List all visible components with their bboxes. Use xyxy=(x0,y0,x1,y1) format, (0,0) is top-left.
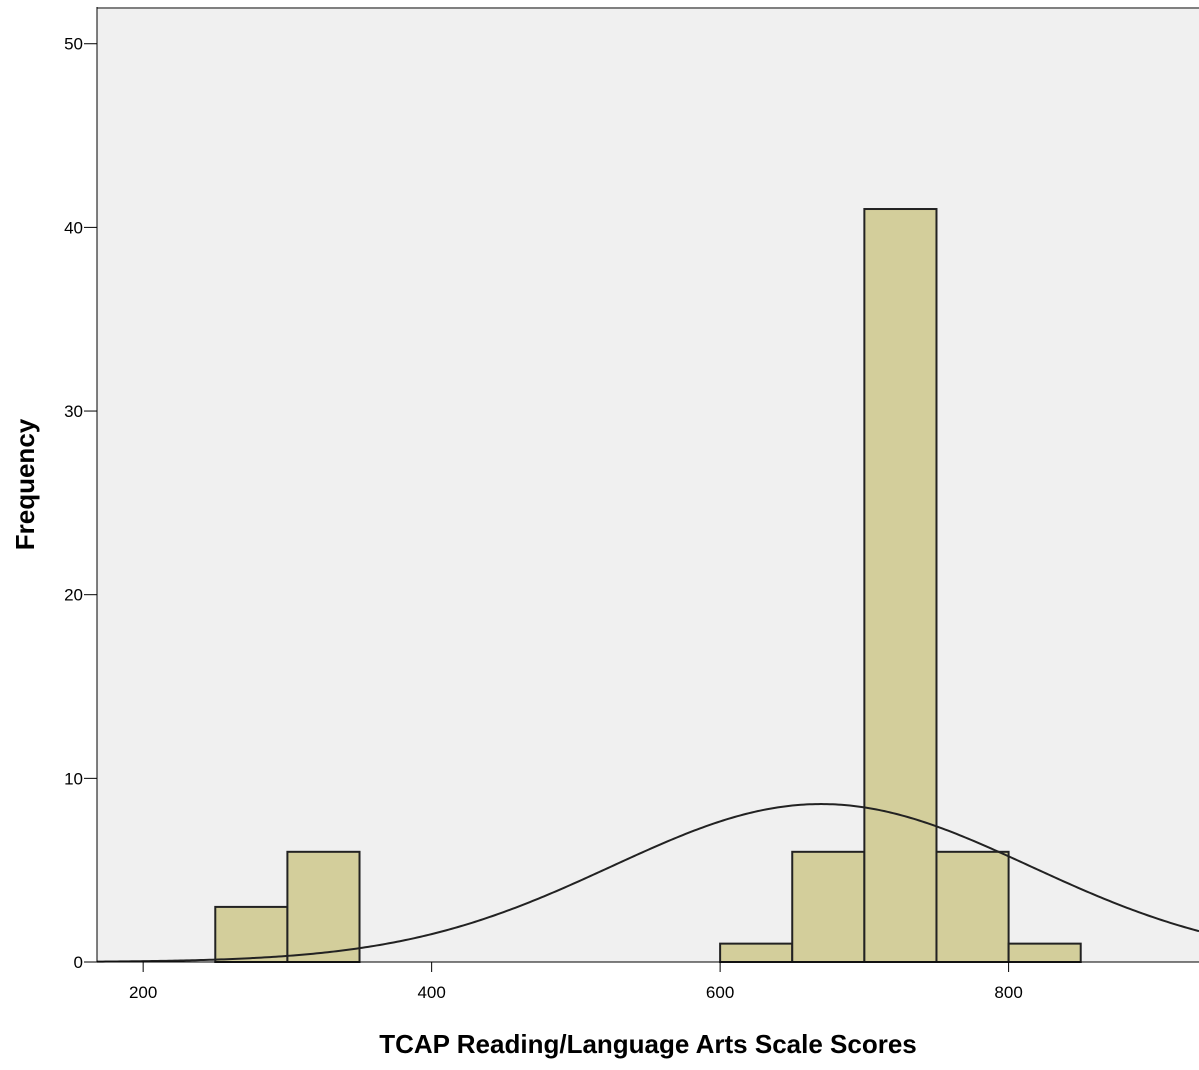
x-tick-label-800: 800 xyxy=(994,983,1022,1002)
histogram-bar-600-650 xyxy=(719,942,794,964)
histogram-bar-300-350 xyxy=(286,850,361,963)
x-tick-label-600: 600 xyxy=(706,983,734,1002)
histogram-bar-750-800 xyxy=(935,850,1010,963)
y-tick-label-10: 10 xyxy=(64,769,83,788)
histogram-bar-800-850 xyxy=(1007,942,1082,964)
y-tick-label-50: 50 xyxy=(64,35,83,54)
y-axis-ticks: 0 10 20 30 40 50 xyxy=(64,35,97,972)
plot-area xyxy=(97,7,1199,962)
y-tick-label-40: 40 xyxy=(64,218,83,237)
x-axis-ticks: 200 400 600 800 xyxy=(129,962,1023,1002)
y-tick-label-30: 30 xyxy=(64,402,83,421)
y-axis-title: Frequency xyxy=(10,418,40,550)
histogram-bar-650-700 xyxy=(791,850,866,963)
histogram-bar-250-300 xyxy=(214,905,289,964)
histogram-bar-700-750 xyxy=(863,208,938,963)
normal-curve xyxy=(96,803,1199,963)
x-axis-title: TCAP Reading/Language Arts Scale Scores xyxy=(379,1029,917,1059)
y-tick-label-0: 0 xyxy=(74,953,83,972)
x-tick-label-400: 400 xyxy=(417,983,445,1002)
y-tick-label-20: 20 xyxy=(64,586,83,605)
x-tick-label-200: 200 xyxy=(129,983,157,1002)
